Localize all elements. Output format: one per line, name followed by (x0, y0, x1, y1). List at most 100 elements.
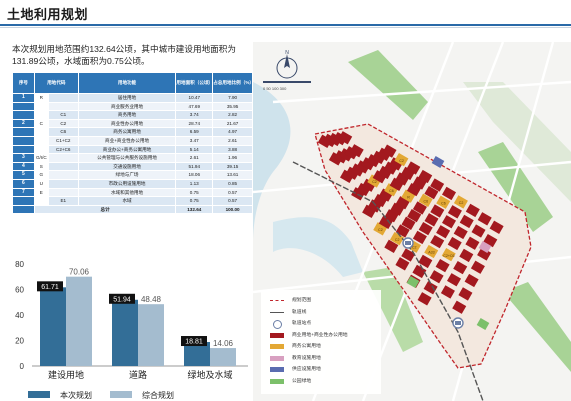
code-minor: C6 (47, 127, 79, 137)
land-parcel (418, 254, 433, 269)
code-major (33, 101, 49, 112)
land-function: 水域 (77, 196, 177, 206)
land-parcel (390, 231, 405, 246)
land-parcel (384, 209, 399, 223)
land-parcel (417, 292, 432, 306)
data-label: 70.06 (69, 268, 90, 277)
rail-line (292, 161, 484, 401)
table-row: C1+C2 商业+商业性办公用地 3.47 2.61 (12, 135, 253, 146)
legend-panel (261, 290, 381, 394)
category-label: 道路 (129, 369, 147, 380)
land-parcel (453, 260, 468, 275)
north-arrow-icon: N (276, 50, 298, 79)
code-major (33, 144, 49, 155)
code-minor: C2+C6 (47, 144, 79, 155)
legend-swatch (28, 391, 50, 398)
land-function: 商业性办公用地 (77, 118, 177, 129)
table-row: 4 S 交通设施用地 51.94 39.15 (12, 161, 253, 172)
title-divider-secondary (0, 27, 571, 28)
legend-swatch (270, 344, 284, 349)
land-function: 商业服务业用地 (77, 101, 177, 112)
land-parcel (470, 260, 485, 274)
land-parcel (366, 153, 381, 168)
y-tick-label: 40 (15, 311, 24, 320)
row-number: 1 (12, 93, 35, 103)
category-label: 绿地及水域 (187, 369, 232, 380)
land-parcel (373, 193, 388, 208)
code-major: E (33, 187, 49, 198)
code-major: U (33, 178, 49, 189)
land-parcel (371, 150, 386, 165)
table-row: 2 C C2 商业性办公用地 28.74 21.67 (12, 118, 253, 129)
row-number: 7 (12, 187, 35, 198)
rail-station-icon (452, 317, 464, 329)
land-parcel (430, 178, 445, 192)
row-number (12, 144, 35, 155)
total-area: 132.64 (175, 204, 214, 215)
table-row: 商业服务业用地 47.69 35.95 (12, 101, 253, 112)
table-row: C1 商务用地 3.74 2.82 (12, 110, 253, 120)
land-parcel (477, 212, 492, 226)
land-parcel (395, 172, 410, 186)
row-number (12, 110, 35, 120)
code-major (33, 135, 49, 146)
land-pct: 2.82 (212, 110, 253, 120)
total-label: 总计 (33, 204, 177, 215)
land-parcel (362, 204, 377, 218)
land-parcel (400, 166, 415, 181)
parcel-label: C2+C6 (443, 254, 454, 258)
land-parcel (477, 247, 492, 261)
green-corridor (503, 282, 571, 372)
land-area: 0.75 (175, 187, 214, 198)
land-pct: 13.61 (212, 170, 253, 180)
land-parcel (418, 221, 433, 236)
land-area: 1.13 (175, 178, 214, 189)
land-parcel (442, 215, 457, 229)
code-minor (47, 161, 79, 172)
land-parcel (345, 166, 360, 180)
header-no: 序号 (12, 72, 35, 94)
code-major: G (33, 170, 49, 180)
code-minor: C2 (47, 118, 79, 129)
land-parcel (378, 165, 393, 180)
land-parcel (440, 285, 455, 299)
land-parcel (378, 215, 393, 229)
land-parcel (452, 300, 467, 314)
land-parcel-special (476, 318, 490, 330)
bar-comprehensive (210, 348, 236, 366)
land-parcel (447, 236, 462, 251)
land-function: 市政公用设施用地 (77, 178, 177, 189)
legend-label: 供应设施用地 (292, 367, 321, 372)
land-parcel (441, 247, 456, 262)
row-number (12, 135, 35, 146)
code-minor: C1+C2 (47, 135, 79, 146)
land-pct: 0.57 (212, 187, 253, 198)
land-parcel (378, 188, 393, 202)
code-major: S (33, 161, 49, 172)
green-corridor (478, 142, 553, 232)
table-row: 1 R 居住用地 10.47 7.90 (12, 93, 253, 103)
code-minor (47, 153, 79, 163)
land-parcel (464, 273, 479, 288)
parcel-label: C2 (395, 238, 400, 242)
rail-line-icon (270, 311, 284, 313)
data-label: 18.81 (185, 339, 203, 346)
land-parcel (423, 281, 438, 295)
land-function: 商业办公+商务公寓用地 (77, 144, 177, 155)
y-tick-label: 0 (20, 362, 25, 371)
data-label: 51.94 (113, 296, 131, 303)
land-parcel (377, 147, 392, 161)
parcel-label: A33 (428, 251, 434, 255)
bar-plan (184, 342, 210, 366)
land-parcel (384, 183, 399, 197)
legend-swatch (270, 332, 284, 338)
row-number (12, 196, 35, 206)
row-number: 5 (12, 170, 35, 180)
data-label-bg (181, 336, 207, 347)
table-row: 5 G 绿地与广场 18.06 13.61 (12, 170, 253, 180)
parcel-label: C2 (378, 228, 383, 232)
green-corridor (348, 50, 428, 120)
land-use-map: C2 C2 C6 C2 R C2 C6 C2 C6 A33 C2 C2+C6 N 0 50 100 3… (253, 42, 571, 401)
land-parcel (382, 144, 397, 158)
y-tick-label: 60 (15, 286, 24, 295)
